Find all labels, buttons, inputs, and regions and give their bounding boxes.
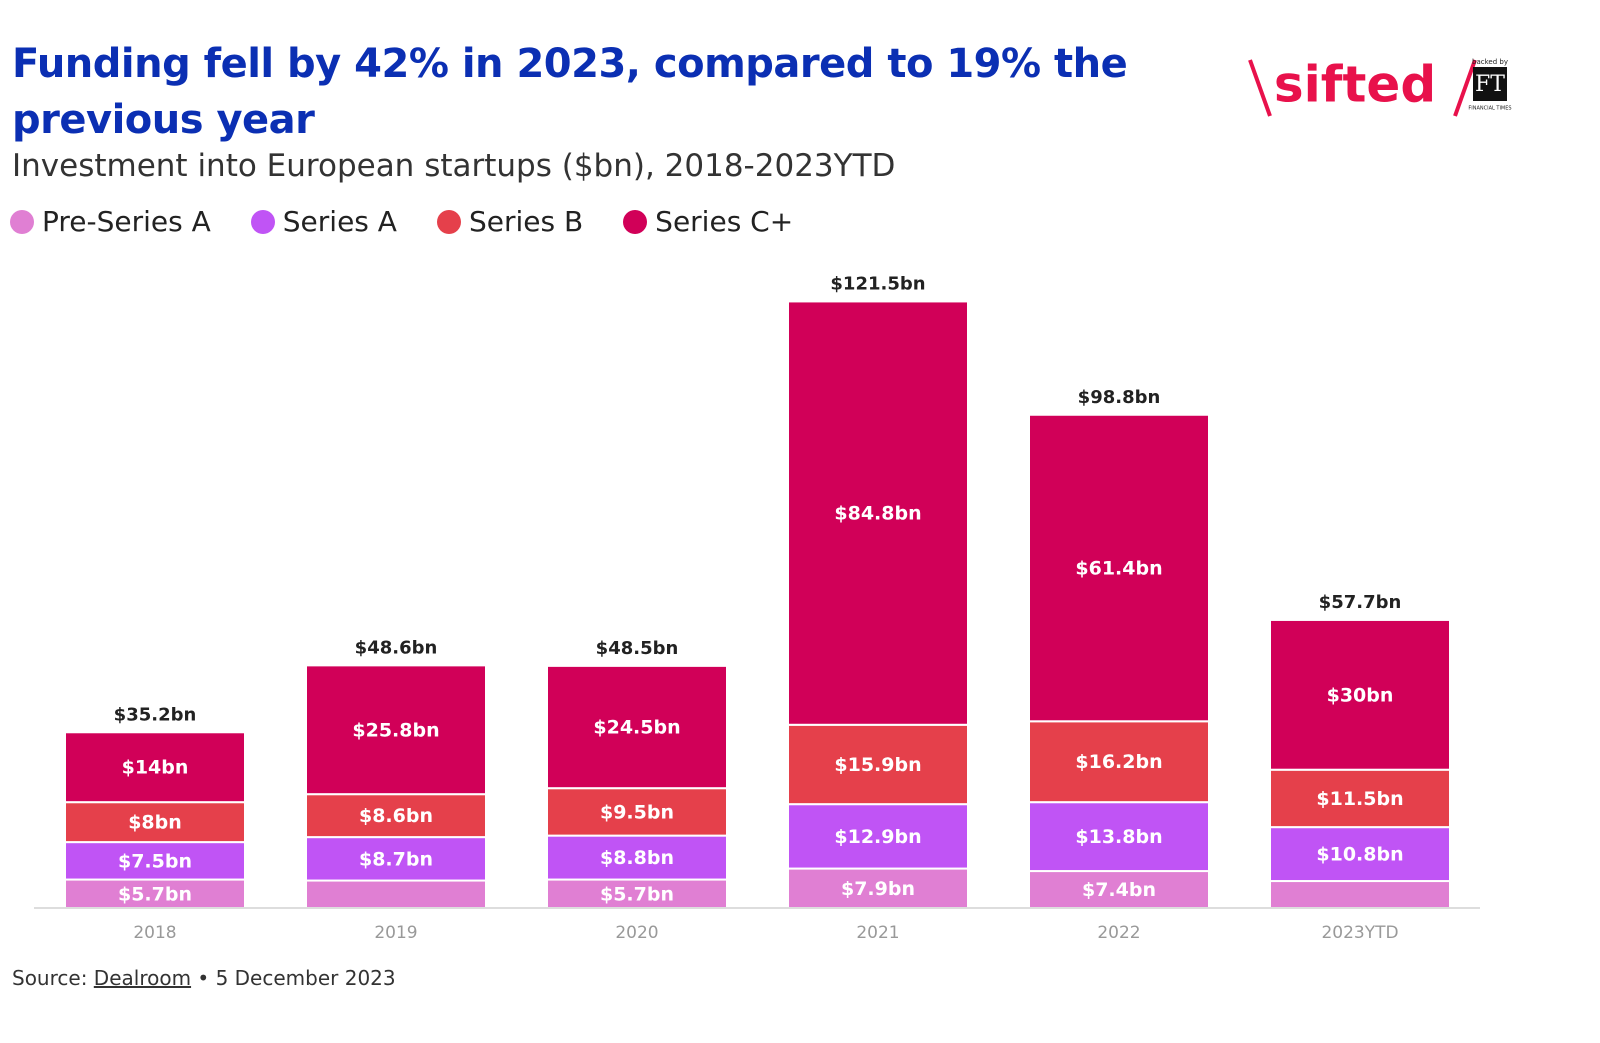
brand: sifted (1274, 56, 1436, 114)
source-link[interactable]: Dealroom (93, 966, 192, 990)
x-tick-label: 2023YTD (1321, 923, 1398, 943)
subtitle: Investment into European startups ($bn),… (12, 148, 896, 184)
bar-segment (1269, 618, 1451, 771)
source: Source: Dealroom • 5 December 2023 (12, 966, 396, 990)
bar-segment (64, 731, 246, 804)
ft-name: FINANCIAL TIMES (1468, 106, 1511, 112)
segment-label: $8.6bn (359, 805, 433, 827)
legend-label: Series B (468, 205, 584, 238)
x-tick-label: 2018 (133, 923, 176, 943)
total-label: $98.8bn (1078, 387, 1161, 408)
total-label: $121.5bn (830, 273, 925, 294)
segment-label: $9.5bn (600, 801, 674, 823)
legend-swatch (623, 209, 648, 234)
bar-segment (546, 834, 728, 881)
x-tick-label: 2020 (615, 923, 658, 943)
segment-label: $5.7bn (600, 883, 674, 905)
bar-segment (787, 803, 969, 870)
bar-segment (787, 723, 969, 806)
bar-segment (1269, 880, 1451, 910)
source-prefix: Source: (12, 966, 88, 990)
bar-segment (305, 879, 487, 909)
legend-item: Series B (436, 205, 584, 238)
bar-segment (1028, 413, 1210, 723)
slash (1453, 59, 1477, 117)
source-date: • 5 December 2023 (197, 966, 396, 990)
legend-label: Series A (282, 205, 397, 238)
segment-label: $16.2bn (1075, 751, 1162, 773)
segment-label: $8.8bn (600, 847, 674, 869)
title: Funding fell by 42% in 2023, compared to… (12, 41, 1128, 143)
segment-label: $8.7bn (359, 848, 433, 870)
segment-label: $30bn (1327, 684, 1394, 706)
segment-label: $61.4bn (1075, 558, 1162, 580)
segment-label: $7.4bn (1082, 879, 1156, 901)
bar-segment (305, 664, 487, 796)
segment-label: $14bn (122, 757, 189, 779)
total-label: $48.6bn (355, 637, 438, 658)
bar-segment (546, 787, 728, 837)
bar-segment (546, 878, 728, 909)
segment-label: $10.8bn (1316, 844, 1403, 866)
segment-label: $25.8bn (352, 719, 439, 741)
segment-label: $12.9bn (834, 826, 921, 848)
legend-item: Pre-Series A (10, 205, 211, 238)
bar-segment (1028, 801, 1210, 873)
ft: FT (1475, 72, 1505, 97)
x-tick-label: 2022 (1097, 923, 1140, 943)
segment-label: $8bn (128, 812, 182, 834)
segment-label: $15.9bn (834, 754, 921, 776)
bar-segment (546, 664, 728, 790)
bar-segment (787, 300, 969, 726)
segment-label: $5.7bn (118, 883, 192, 905)
bar-segment (305, 836, 487, 882)
legend: Pre-Series A Series A Series B Series C+ (10, 205, 833, 238)
logo: sifted backed by FT FINANCIAL TIMES (1248, 56, 1512, 117)
legend-swatch (436, 209, 461, 234)
bar-segment (1269, 768, 1451, 829)
total-label: $35.2bn (114, 704, 197, 725)
segment-label: $13.8bn (1075, 826, 1162, 848)
backed-by: backed by (1472, 58, 1508, 66)
legend-item: Series C+ (623, 205, 793, 238)
segment-label: $11.5bn (1316, 788, 1403, 810)
segment-label: $24.5bn (593, 717, 680, 739)
slash (1248, 59, 1272, 117)
legend-item: Series A (250, 205, 397, 238)
bar-segment (305, 793, 487, 839)
legend-label: Series C+ (655, 205, 794, 238)
x-tick-label: 2021 (856, 923, 899, 943)
ft-box (1473, 67, 1507, 101)
total-label: $48.5bn (596, 638, 679, 659)
segment-label: $7.5bn (118, 850, 192, 872)
segment-label: $7.9bn (841, 878, 915, 900)
segment-label: $84.8bn (834, 503, 921, 525)
bar-segment (64, 801, 246, 844)
total-label: $57.7bn (1319, 592, 1402, 613)
legend-swatch (10, 209, 34, 234)
x-tick-label: 2019 (374, 923, 417, 943)
bar-segment (1269, 826, 1451, 883)
legend-label: Pre-Series A (42, 205, 211, 238)
legend-swatch (250, 209, 275, 234)
